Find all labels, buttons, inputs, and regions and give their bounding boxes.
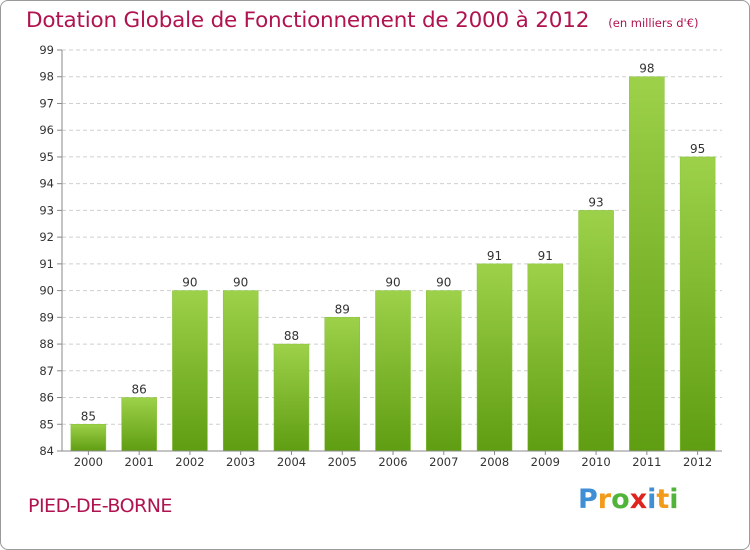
y-tick-label: 86 <box>39 391 54 405</box>
x-tick-label: 2002 <box>175 455 204 469</box>
data-label: 90 <box>385 276 400 290</box>
data-label: 98 <box>639 62 654 76</box>
data-label: 95 <box>690 142 705 156</box>
data-label: 85 <box>81 409 96 423</box>
logo-letter: o <box>611 484 630 515</box>
y-tick-label: 87 <box>39 364 54 378</box>
x-tick-label: 2006 <box>378 455 407 469</box>
bar-2010 <box>578 210 614 452</box>
logo-letter: i <box>669 484 679 515</box>
bar-2008 <box>476 263 513 452</box>
axis-layer: 84 85 86 87 88 89 90 91 92 93 94 95 96 97 98 99 2000 2001… <box>39 43 722 469</box>
x-tick-label: 2003 <box>226 455 255 469</box>
y-tick-label: 84 <box>39 444 54 458</box>
chart-subtitle: (en milliers d'€) <box>608 16 699 30</box>
x-tick-label: 2010 <box>581 455 610 469</box>
data-label: 90 <box>436 276 451 290</box>
x-tick-label: 2007 <box>429 455 458 469</box>
data-label: 93 <box>588 195 603 209</box>
logo-letter: t <box>656 484 670 515</box>
logo-letter: r <box>597 484 612 515</box>
data-label: 91 <box>487 249 502 263</box>
x-tick-label: 2000 <box>74 455 103 469</box>
x-tick-label: 2005 <box>328 455 357 469</box>
y-tick-label: 95 <box>39 150 54 164</box>
bar-2006 <box>375 290 411 452</box>
commune-name: PIED-DE-BORNE <box>28 495 172 517</box>
data-label: 91 <box>538 249 553 263</box>
logo-letter: P <box>578 484 598 515</box>
bar-2004 <box>273 343 310 452</box>
x-tick-label: 2011 <box>632 455 661 469</box>
logo-letter: x <box>629 484 648 515</box>
x-tick-label: 2008 <box>480 455 509 469</box>
x-tick-label: 2001 <box>125 455 154 469</box>
y-tick-label: 85 <box>39 417 54 431</box>
y-tick-label: 96 <box>39 123 54 137</box>
data-label: 90 <box>233 276 248 290</box>
logo-letter: i <box>647 484 657 515</box>
y-tick-label: 97 <box>39 96 54 110</box>
y-tick-label: 99 <box>39 43 54 57</box>
data-label: 90 <box>182 276 197 290</box>
data-label: 89 <box>335 302 350 316</box>
y-tick-label: 92 <box>39 230 54 244</box>
bar-2005 <box>324 317 360 452</box>
bar-2011 <box>629 76 665 452</box>
x-tick-label: 2012 <box>683 455 712 469</box>
x-tick-label: 2004 <box>277 455 306 469</box>
y-tick-label: 90 <box>39 284 54 298</box>
y-tick-label: 91 <box>39 257 54 271</box>
y-tick-label: 98 <box>39 70 54 84</box>
bar-layer: 85 86 90 90 88 89 90 90 91 91 93 98 95 <box>70 62 716 452</box>
chart-title: Dotation Globale de Fonctionnement de 20… <box>26 8 590 33</box>
y-tick-label: 93 <box>39 203 54 217</box>
bar-2012 <box>679 156 716 452</box>
y-tick-label: 89 <box>39 310 54 324</box>
proxiti-logo: Proxiti <box>578 484 679 515</box>
y-tick-label: 94 <box>39 177 54 191</box>
bar-2000 <box>70 424 107 452</box>
bar-2002 <box>172 290 208 452</box>
data-label: 88 <box>284 329 299 343</box>
y-tick-label: 88 <box>39 337 54 351</box>
bar-2009 <box>527 263 564 452</box>
bar-2001 <box>121 397 157 452</box>
title-row: Dotation Globale de Fonctionnement de 20… <box>26 8 698 33</box>
data-label: 86 <box>132 383 147 397</box>
x-tick-label: 2009 <box>531 455 560 469</box>
bar-2003 <box>222 290 259 452</box>
bar-2007 <box>426 290 462 452</box>
